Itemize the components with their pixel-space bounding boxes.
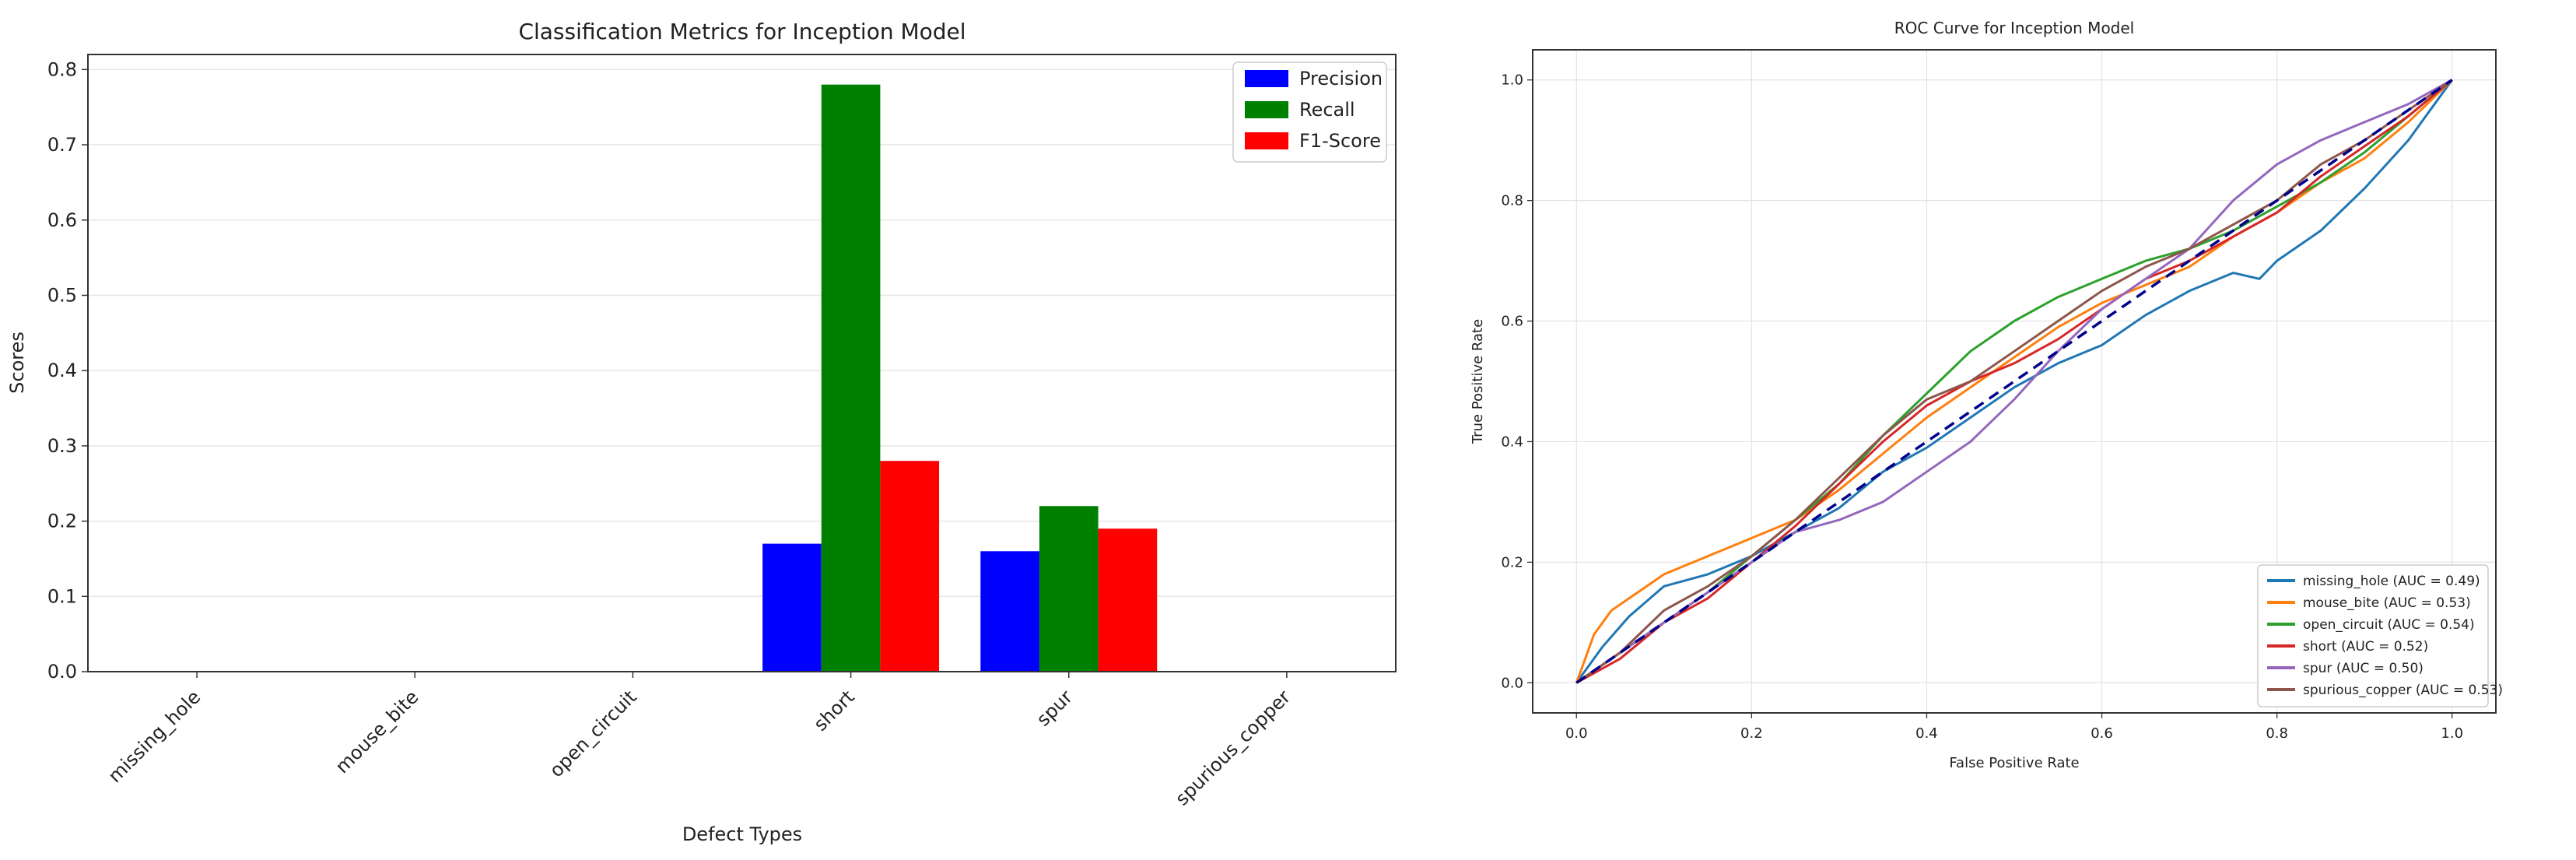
roc-y-tick-label: 0.2: [1501, 554, 1523, 570]
bar-f1-score-short: [880, 461, 940, 672]
roc-line-mouse-bite: [1575, 79, 2453, 683]
bar-plot-frame: [87, 54, 1397, 672]
bar-y-tick-label: 0.3: [47, 435, 77, 457]
roc-y-tick-label: 0.8: [1501, 193, 1523, 209]
bar-y-ticks: 0.0 0.1 0.2 0.3 0.4 0.5 0.6 0.7 0.8: [47, 58, 88, 683]
bar-y-tick-label: 0.2: [47, 511, 77, 532]
roc-y-axis-label: True Positive Rate: [1470, 319, 1486, 444]
bar-y-tick-label: 0.4: [47, 360, 77, 381]
roc-line-spurious-copper: [1575, 79, 2453, 684]
roc-plot-frame: [1532, 49, 2497, 714]
bar-legend: Precision Recall F1-Score: [1232, 61, 1387, 163]
bar-chart-title: Classification Metrics for Inception Mod…: [518, 19, 966, 44]
roc-line-missing-hole: [1575, 79, 2453, 684]
roc-y-tick-label: 1.0: [1501, 72, 1523, 89]
roc-x-tick-label: 0.0: [1565, 725, 1588, 742]
roc-x-ticks: 0.0 0.2 0.4 0.6 0.8 1.0: [1565, 713, 2463, 742]
bar-recall-short: [821, 84, 881, 672]
legend-label-precision: Precision: [1299, 68, 1383, 90]
roc-x-axis-label: False Positive Rate: [1949, 755, 2079, 771]
roc-legend-label: spurious_copper (AUC = 0.53): [2303, 683, 2503, 698]
roc-y-tick-label: 0.4: [1501, 434, 1523, 450]
roc-legend-label: missing_hole (AUC = 0.49): [2303, 574, 2480, 589]
roc-legend-label: open_circuit (AUC = 0.54): [2303, 617, 2475, 633]
roc-line-open-circuit: [1575, 79, 2453, 684]
roc-series-group: [1575, 79, 2453, 684]
roc-legend-label: mouse_bite (AUC = 0.53): [2303, 595, 2471, 611]
bar-y-tick-label: 0.1: [47, 585, 77, 607]
roc-y-tick-label: 0.0: [1501, 675, 1523, 691]
roc-legend-box: [2257, 564, 2489, 707]
bar-y-tick-label: 0.8: [47, 58, 77, 80]
bar-y-axis-label: Scores: [6, 332, 28, 394]
legend-swatch-precision: [1245, 70, 1288, 87]
bar-gridlines: [88, 68, 1396, 672]
roc-legend-label: short (AUC = 0.52): [2303, 639, 2428, 655]
bar-y-tick-label: 0.7: [47, 134, 77, 156]
legend-label-f1-score: F1-Score: [1299, 130, 1381, 152]
bar-y-tick-label: 0.5: [47, 284, 77, 306]
bar-x-axis-label: Defect Types: [682, 823, 802, 845]
bar-series-group: [762, 84, 1158, 672]
bar-precision-short: [762, 543, 822, 672]
roc-y-ticks: 0.0 0.2 0.4 0.6 0.8 1.0: [1501, 72, 1533, 691]
roc-x-tick-label: 0.6: [2091, 725, 2113, 742]
roc-chart-title: ROC Curve for Inception Model: [1894, 19, 2134, 37]
roc-x-tick-label: 0.4: [1915, 725, 1938, 742]
legend-swatch-f1-score: [1245, 132, 1288, 149]
bar-precision-spur: [980, 551, 1039, 672]
bar-y-tick-label: 0.0: [47, 661, 77, 683]
roc-x-tick-label: 0.8: [2266, 725, 2288, 742]
roc-chance-line: [1575, 79, 2453, 684]
roc-line-spur: [1575, 79, 2453, 684]
bar-f1-score-spur: [1098, 528, 1158, 672]
legend-label-recall: Recall: [1299, 99, 1355, 121]
roc-chart: ROC Curve for Inception Model 0.00.20.40…: [1470, 19, 2503, 771]
roc-y-tick-label: 0.6: [1501, 314, 1523, 330]
bar-chart: Classification Metrics for Inception Mod…: [6, 19, 1397, 845]
legend-swatch-recall: [1245, 101, 1288, 118]
roc-x-tick-label: 1.0: [2441, 725, 2463, 742]
bar-recall-spur: [1039, 506, 1099, 672]
bar-y-tick-label: 0.6: [47, 209, 77, 231]
roc-legend: missing_hole (AUC = 0.49) mouse_bite (AUC…: [2257, 564, 2503, 707]
roc-legend-label: spur (AUC = 0.50): [2303, 661, 2424, 676]
roc-line-short: [1575, 79, 2453, 684]
roc-x-tick-label: 0.2: [1740, 725, 1763, 742]
